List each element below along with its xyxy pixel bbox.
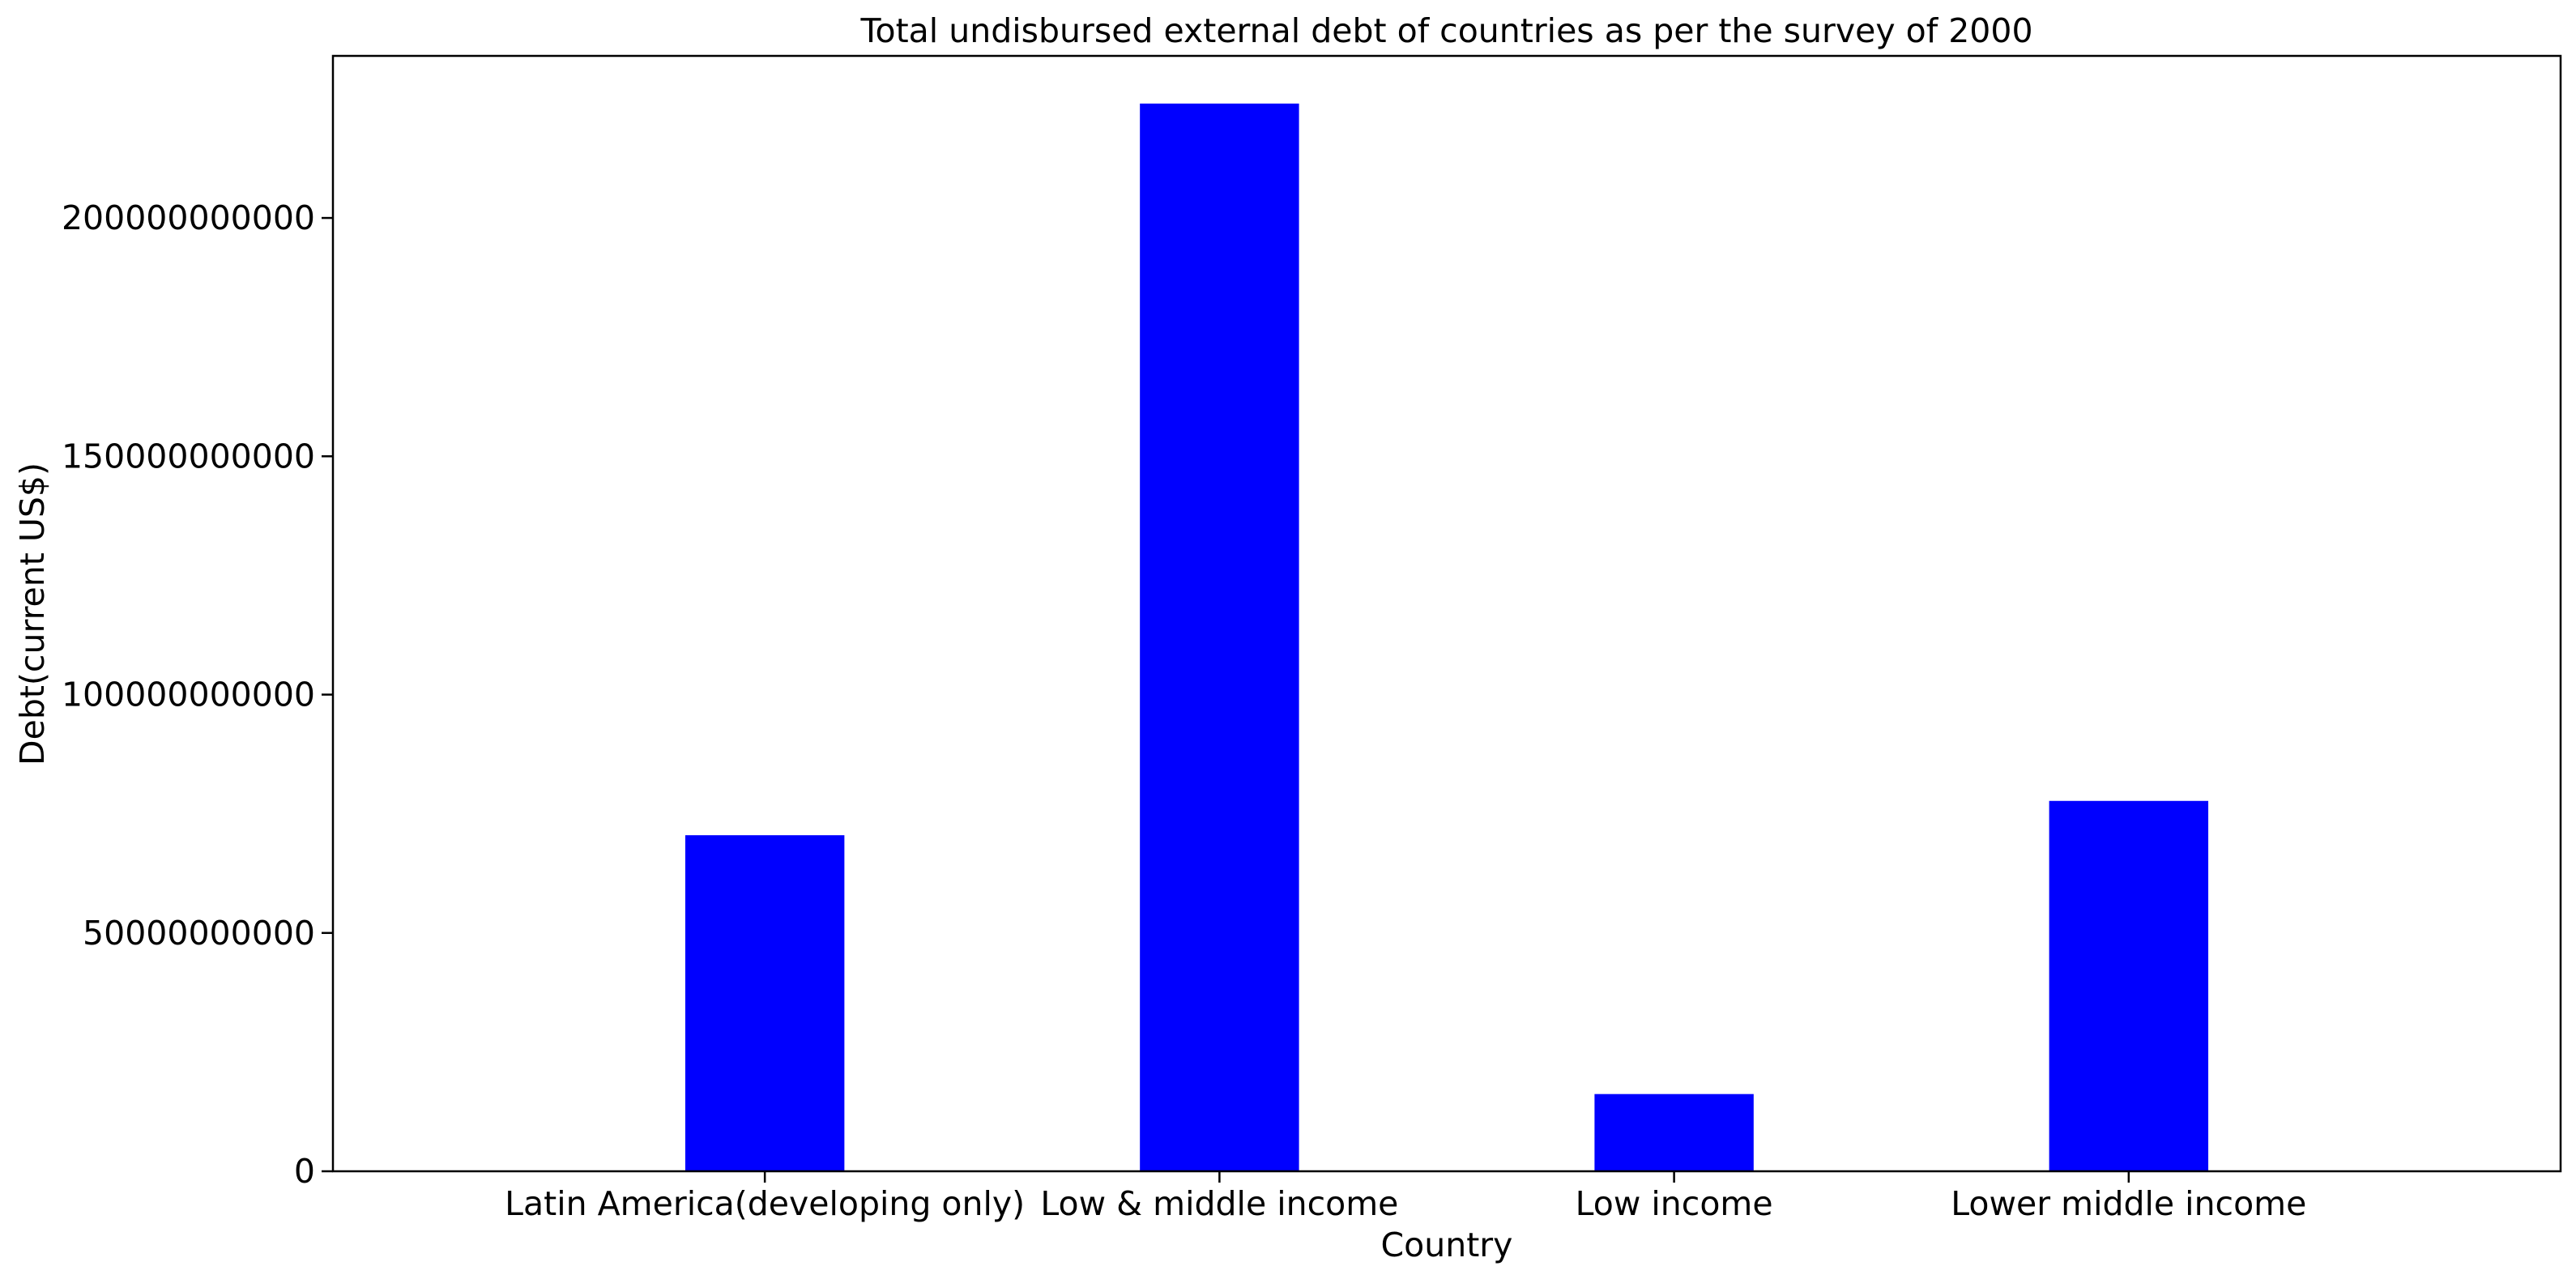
y-tick-label: 200000000000 (62, 198, 315, 237)
x-tick-label-lower-middle-income: Lower middle income (1951, 1184, 2306, 1223)
x-tick-label-latin-america-developing-only: Latin America(developing only) (505, 1184, 1025, 1223)
y-axis-label: Debt(current US$) (13, 463, 52, 765)
y-tick-label: 50000000000 (83, 914, 315, 953)
x-axis-ticks: Latin America(developing only) Low & midd… (505, 1171, 2306, 1223)
y-tick-label: 150000000000 (62, 437, 315, 475)
bar-latin-america-developing-only (685, 835, 845, 1171)
y-axis-ticks: 0 50000000000 100000000000 150000000000 2000… (62, 198, 333, 1191)
bar-low-middle-income (1140, 103, 1299, 1171)
y-tick-label: 100000000000 (62, 676, 315, 714)
bar-low-income (1594, 1094, 1754, 1171)
x-tick-label-low-income: Low income (1576, 1184, 1773, 1223)
y-tick-label: 0 (294, 1152, 315, 1191)
x-tick-label-low-middle-income: Low & middle income (1040, 1184, 1398, 1223)
plot-frame (331, 54, 2562, 1173)
bars-group (685, 103, 2209, 1171)
bar-lower-middle-income (2049, 800, 2209, 1171)
x-axis-label: Country (1381, 1226, 1513, 1264)
chart-title: Total undisbursed external debt of count… (859, 11, 2032, 50)
